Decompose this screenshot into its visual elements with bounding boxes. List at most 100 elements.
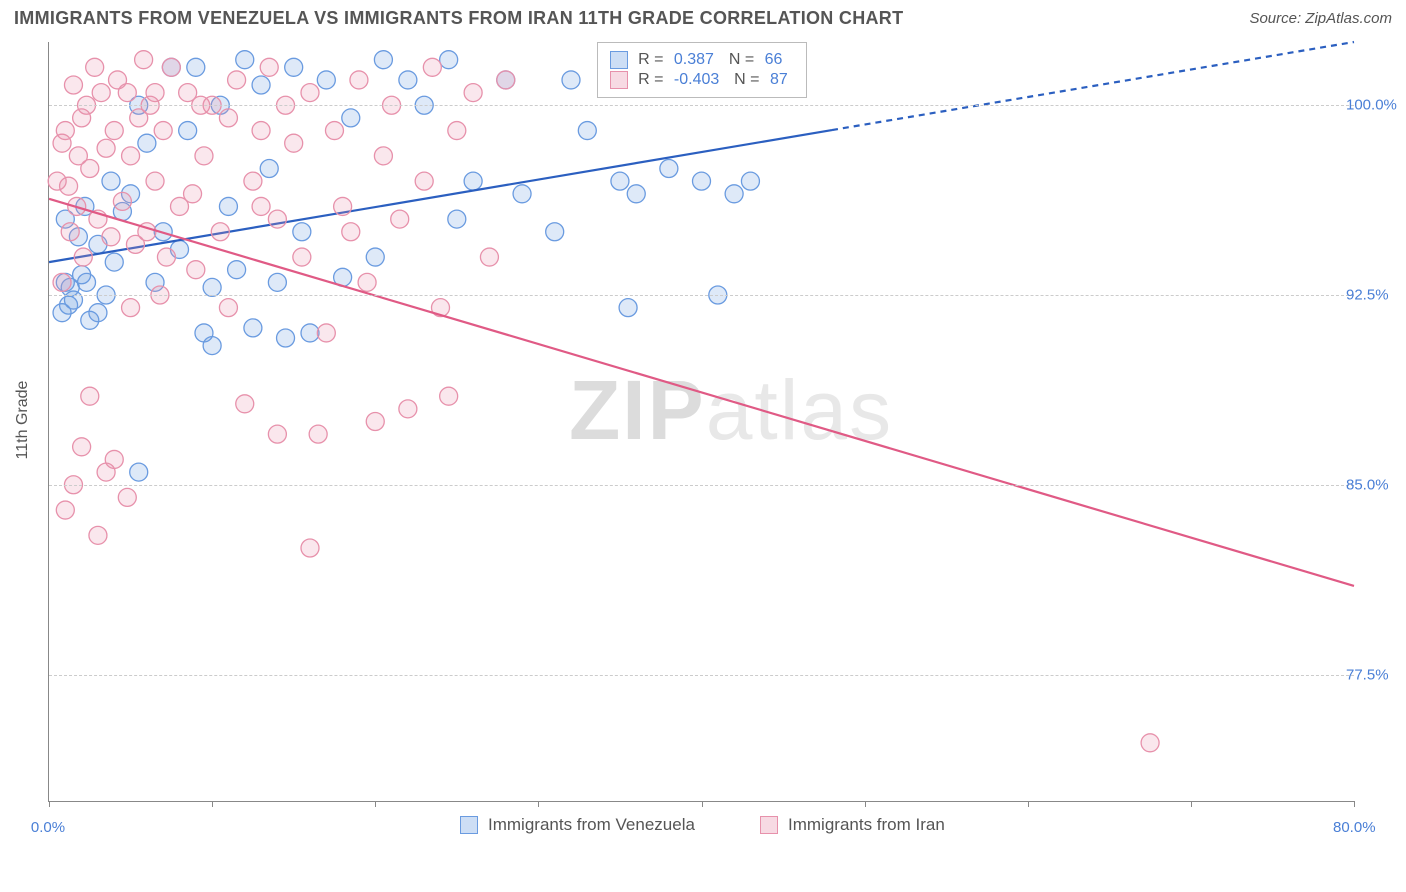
data-point (244, 319, 262, 337)
series-legend-item: Immigrants from Venezuela (460, 815, 695, 835)
data-point (203, 337, 221, 355)
data-point (301, 324, 319, 342)
data-point (118, 488, 136, 506)
gridline-h (49, 675, 1354, 676)
data-point (285, 134, 303, 152)
data-point (391, 210, 409, 228)
data-point (146, 84, 164, 102)
data-point (187, 58, 205, 76)
legend-label: Immigrants from Venezuela (488, 815, 695, 835)
xtick (1191, 801, 1192, 807)
trend-line-dashed (832, 42, 1354, 130)
xtick-label-min: 0.0% (31, 819, 65, 836)
legend-swatch (610, 51, 628, 69)
data-point (317, 71, 335, 89)
data-point (562, 71, 580, 89)
data-point (102, 172, 120, 190)
data-point (342, 109, 360, 127)
data-point (122, 299, 140, 317)
data-point (195, 147, 213, 165)
data-point (366, 413, 384, 431)
data-point (211, 223, 229, 241)
ytick-label: 92.5% (1346, 287, 1406, 304)
legend-row: R = 0.387 N = 66 (610, 51, 794, 69)
data-point (268, 210, 286, 228)
data-point (277, 329, 295, 347)
xtick (1028, 801, 1029, 807)
y-axis-label: 11th Grade (14, 381, 32, 460)
xtick (538, 801, 539, 807)
data-point (146, 172, 164, 190)
data-point (92, 84, 110, 102)
legend-stats: R = 0.387 N = 66 (638, 51, 788, 69)
data-point (60, 296, 78, 314)
legend-swatch (760, 816, 778, 834)
correlation-legend: R = 0.387 N = 66 R = -0.403 N = 87 (597, 42, 807, 98)
data-point (102, 228, 120, 246)
data-point (56, 501, 74, 519)
data-point (660, 160, 678, 178)
data-point (627, 185, 645, 203)
data-point (374, 147, 392, 165)
data-point (228, 261, 246, 279)
data-point (81, 160, 99, 178)
xtick (1354, 801, 1355, 807)
data-point (138, 134, 156, 152)
data-point (53, 273, 71, 291)
xtick (865, 801, 866, 807)
data-point (252, 76, 270, 94)
data-point (293, 223, 311, 241)
data-point (464, 172, 482, 190)
data-point (236, 395, 254, 413)
ytick-label: 77.5% (1346, 666, 1406, 683)
data-point (741, 172, 759, 190)
data-point (325, 122, 343, 140)
data-point (154, 122, 172, 140)
data-point (252, 197, 270, 215)
data-point (118, 84, 136, 102)
data-point (497, 71, 515, 89)
data-point (440, 51, 458, 69)
data-point (203, 278, 221, 296)
data-point (301, 84, 319, 102)
data-point (440, 387, 458, 405)
plot-area: ZIPatlas 77.5%85.0%92.5%100.0%R = 0.387 … (48, 42, 1354, 802)
legend-swatch (460, 816, 478, 834)
xtick-label-max: 80.0% (1333, 819, 1376, 836)
data-point (219, 197, 237, 215)
legend-label: Immigrants from Iran (788, 815, 945, 835)
data-point (334, 197, 352, 215)
data-point (268, 425, 286, 443)
data-point (78, 273, 96, 291)
legend-row: R = -0.403 N = 87 (610, 71, 794, 89)
chart-title: IMMIGRANTS FROM VENEZUELA VS IMMIGRANTS … (14, 8, 903, 29)
data-point (293, 248, 311, 266)
data-point (135, 51, 153, 69)
data-point (73, 438, 91, 456)
data-point (358, 273, 376, 291)
data-point (546, 223, 564, 241)
trend-line (49, 130, 832, 262)
data-point (97, 463, 115, 481)
legend-stats: R = -0.403 N = 87 (638, 71, 794, 89)
xtick (49, 801, 50, 807)
gridline-h (49, 485, 1354, 486)
data-point (374, 51, 392, 69)
data-point (423, 58, 441, 76)
data-point (725, 185, 743, 203)
data-point (162, 58, 180, 76)
data-point (74, 248, 92, 266)
data-point (480, 248, 498, 266)
legend-swatch (610, 71, 628, 89)
data-point (611, 172, 629, 190)
data-point (86, 58, 104, 76)
data-point (56, 122, 74, 140)
data-point (179, 122, 197, 140)
plot-svg (49, 42, 1354, 801)
data-point (219, 109, 237, 127)
data-point (252, 122, 270, 140)
data-point (81, 387, 99, 405)
data-point (1141, 734, 1159, 752)
data-point (130, 463, 148, 481)
data-point (464, 84, 482, 102)
